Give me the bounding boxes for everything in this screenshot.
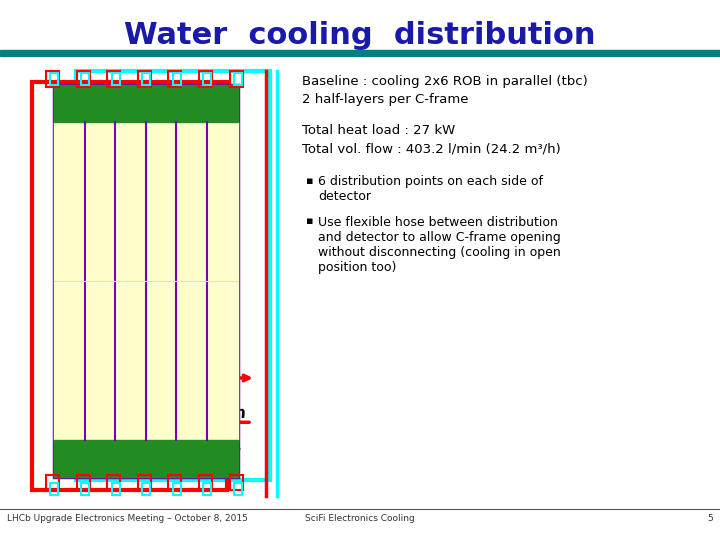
- Bar: [168, 71, 181, 87]
- Bar: [76, 475, 89, 490]
- Bar: [173, 73, 181, 85]
- Bar: [145, 122, 176, 440]
- Bar: [199, 71, 212, 87]
- Text: Total vol. flow : 403.2 l/min (24.2 m³/h): Total vol. flow : 403.2 l/min (24.2 m³/h…: [302, 143, 561, 156]
- Text: LHCb Upgrade Electronics Meeting – October 8, 2015: LHCb Upgrade Electronics Meeting – Octob…: [7, 514, 248, 523]
- Text: Total heat load : 27 kW: Total heat load : 27 kW: [302, 124, 456, 137]
- Bar: [143, 483, 150, 495]
- Bar: [81, 73, 89, 85]
- Bar: [54, 85, 238, 122]
- Text: ▪: ▪: [306, 216, 313, 226]
- Bar: [85, 122, 115, 440]
- Text: Outlet 1.2 kW: Outlet 1.2 kW: [126, 436, 241, 463]
- Bar: [76, 71, 270, 480]
- Bar: [107, 71, 120, 87]
- Bar: [230, 71, 243, 87]
- Text: SciFi Electronics Cooling: SciFi Electronics Cooling: [305, 514, 415, 523]
- Bar: [76, 71, 89, 87]
- Text: 5: 5: [707, 514, 713, 523]
- Text: ▪: ▪: [306, 176, 313, 186]
- Text: Water  cooling  distribution: Water cooling distribution: [125, 21, 595, 50]
- Bar: [46, 71, 59, 87]
- Bar: [204, 73, 212, 85]
- Text: Inlet 16.8 l/min: Inlet 16.8 l/min: [120, 393, 247, 421]
- Bar: [204, 483, 212, 495]
- Text: 2 half-layers per C-frame: 2 half-layers per C-frame: [302, 93, 469, 106]
- Bar: [54, 122, 85, 440]
- Bar: [112, 483, 120, 495]
- Bar: [138, 475, 150, 490]
- Bar: [50, 483, 58, 495]
- Text: Use flexible hose between distribution
and detector to allow C-frame opening
wit: Use flexible hose between distribution a…: [318, 216, 561, 274]
- Bar: [0, 50, 720, 56]
- Bar: [176, 122, 207, 440]
- Bar: [50, 73, 58, 85]
- Bar: [107, 475, 120, 490]
- Text: 6 distribution points on each side of
detector: 6 distribution points on each side of de…: [318, 176, 544, 204]
- Bar: [54, 85, 238, 477]
- Bar: [234, 73, 242, 85]
- Bar: [112, 73, 120, 85]
- Bar: [138, 71, 150, 87]
- Bar: [207, 122, 238, 440]
- Bar: [81, 483, 89, 495]
- Text: Baseline : cooling 2x6 ROB in parallel (tbc): Baseline : cooling 2x6 ROB in parallel (…: [302, 75, 588, 87]
- Bar: [230, 475, 243, 490]
- Bar: [234, 483, 242, 495]
- Bar: [115, 122, 145, 440]
- Bar: [143, 73, 150, 85]
- Bar: [168, 475, 181, 490]
- Bar: [32, 82, 227, 490]
- Bar: [54, 440, 238, 477]
- Bar: [199, 475, 212, 490]
- Bar: [173, 483, 181, 495]
- Bar: [46, 475, 59, 490]
